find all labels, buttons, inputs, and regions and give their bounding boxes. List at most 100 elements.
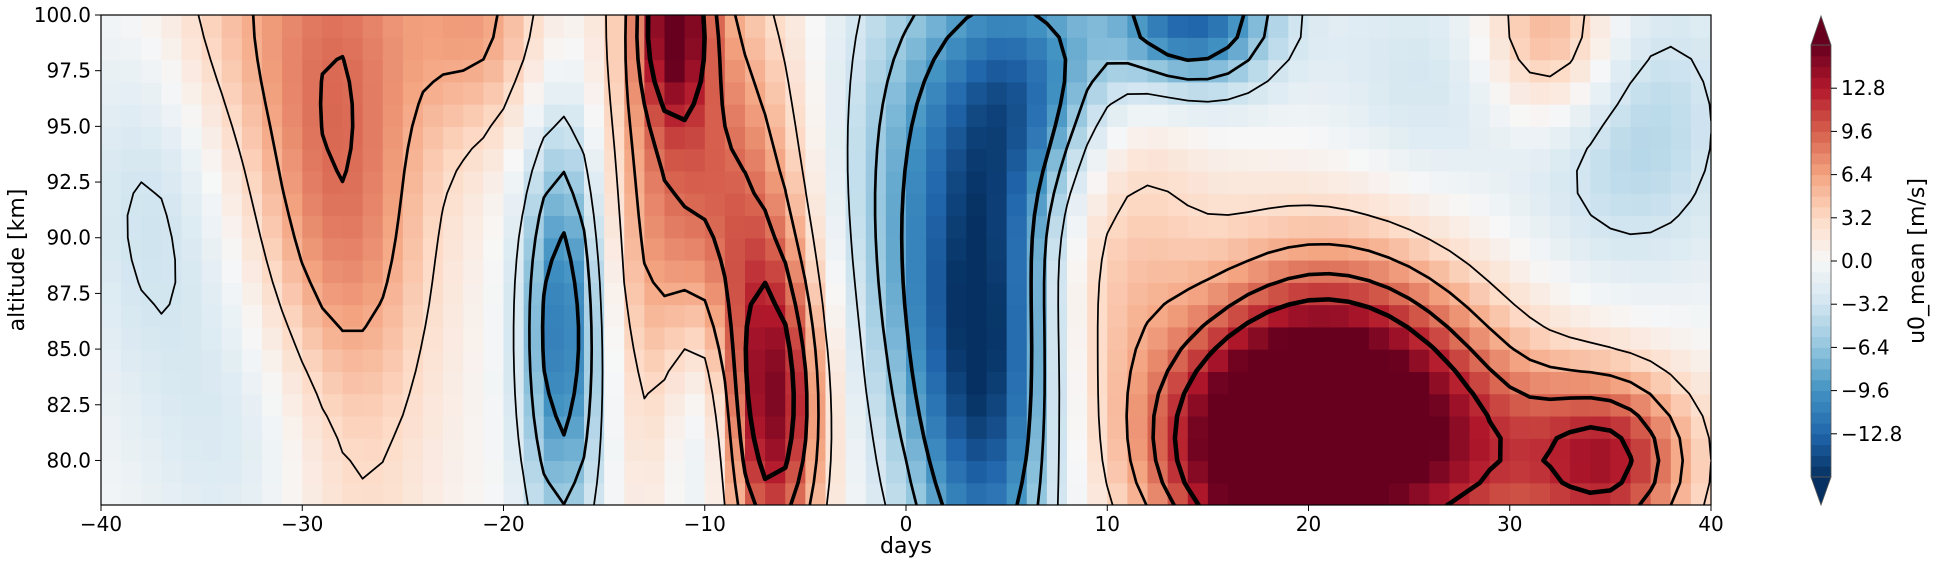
heatmap-cell (121, 304, 142, 328)
heatmap-cell (624, 237, 645, 261)
heatmap-cell (1288, 415, 1310, 439)
heatmap-cell (624, 15, 645, 38)
heatmap-cell (221, 349, 243, 372)
heatmap-cell (161, 37, 183, 61)
heatmap-cell (1570, 260, 1591, 283)
heatmap-cell (805, 104, 827, 127)
heatmap-cell (181, 126, 203, 150)
heatmap-cell (805, 415, 827, 439)
heatmap-cell (282, 282, 303, 306)
heatmap-cell (483, 15, 505, 38)
heatmap-cell (1509, 415, 1531, 439)
heatmap-cell (121, 438, 142, 462)
heatmap-cell (946, 59, 967, 83)
heatmap-cell (946, 170, 967, 194)
heatmap-cell (201, 482, 223, 505)
heatmap-cell (1489, 170, 1511, 194)
heatmap-cell (684, 326, 706, 350)
heatmap-cell (1550, 59, 1571, 83)
heatmap-cell (1046, 438, 1068, 462)
heatmap-cell (201, 260, 223, 283)
heatmap-cell (825, 104, 847, 127)
heatmap-cell (765, 104, 786, 127)
heatmap-cell (1026, 482, 1048, 505)
heatmap-cell (282, 482, 303, 505)
heatmap-cell (121, 37, 142, 61)
heatmap-cell (1348, 148, 1370, 172)
heatmap-cell (624, 438, 645, 462)
heatmap-cell (1368, 59, 1390, 83)
heatmap-cell (1026, 104, 1048, 127)
heatmap-cell (1409, 482, 1430, 505)
heatmap-cell (1147, 282, 1169, 306)
heatmap-cell (1368, 126, 1390, 150)
heatmap-cell (1026, 215, 1048, 239)
heatmap-cell (1046, 282, 1068, 306)
heatmap-cell (926, 393, 947, 417)
heatmap-cell (563, 81, 585, 105)
heatmap-cell (1550, 104, 1571, 127)
heatmap-cell (1610, 193, 1632, 217)
heatmap-cell (805, 37, 827, 61)
heatmap-cell (523, 193, 545, 217)
heatmap-cell (1670, 415, 1692, 439)
heatmap-cell (946, 482, 967, 505)
heatmap-cell (845, 170, 867, 194)
heatmap-cell (1630, 326, 1652, 350)
heatmap-cell (563, 148, 585, 172)
heatmap-cell (845, 415, 867, 439)
heatmap-cell (1550, 237, 1571, 261)
heatmap-cell (282, 438, 303, 462)
heatmap-cell (845, 326, 867, 350)
heatmap-cell (503, 193, 525, 217)
heatmap-cell (523, 104, 545, 127)
heatmap-cell (1690, 260, 1711, 283)
heatmap-cell (1590, 104, 1611, 127)
heatmap-cell (1087, 170, 1108, 194)
heatmap-cell (463, 104, 484, 127)
colorbar-band (1811, 45, 1831, 57)
heatmap-cell (443, 304, 464, 328)
colorbar: −12.8−9.6−6.4−3.20.03.26.49.612.8 u0_mea… (1810, 14, 1930, 507)
heatmap-cell (1127, 415, 1149, 439)
heatmap-cell (483, 126, 505, 150)
heatmap-cell (1409, 349, 1430, 372)
heatmap-cell (1610, 260, 1632, 283)
heatmap-cell (1469, 15, 1491, 38)
heatmap-cell (745, 126, 766, 150)
heatmap-cell (322, 460, 344, 484)
heatmap-cell (523, 148, 545, 172)
heatmap-cell (1187, 326, 1209, 350)
heatmap-cell (684, 15, 706, 38)
heatmap-cell (382, 215, 404, 239)
heatmap-cell (1449, 460, 1471, 484)
heatmap-cell (865, 37, 887, 61)
heatmap-cell (845, 193, 867, 217)
heatmap-cell (745, 260, 766, 283)
heatmap-cell (1610, 15, 1632, 38)
heatmap-cell (1630, 126, 1652, 150)
heatmap-cell (342, 282, 364, 306)
heatmap-cell (241, 81, 263, 105)
heatmap-cell (463, 59, 484, 83)
heatmap-cell (1328, 304, 1350, 328)
heatmap-cell (1590, 81, 1611, 105)
heatmap-cell (402, 215, 424, 239)
heatmap-cell (986, 282, 1008, 306)
heatmap-cell (121, 415, 142, 439)
heatmap-cell (423, 482, 444, 505)
heatmap-cell (1368, 170, 1390, 194)
heatmap-cell (684, 460, 706, 484)
heatmap-cell (926, 15, 947, 38)
heatmap-cell (1167, 193, 1189, 217)
x-tick-label: 0 (900, 512, 913, 536)
heatmap-cell (1529, 81, 1551, 105)
heatmap-cell (1489, 193, 1511, 217)
heatmap-cell (946, 282, 967, 306)
heatmap-cell (423, 460, 444, 484)
heatmap-cell (1228, 148, 1249, 172)
colorbar-tick-label: −12.8 (1841, 422, 1902, 446)
x-tick-label: −20 (482, 512, 524, 536)
heatmap-cell (1308, 326, 1330, 350)
heatmap-cell (1368, 148, 1390, 172)
